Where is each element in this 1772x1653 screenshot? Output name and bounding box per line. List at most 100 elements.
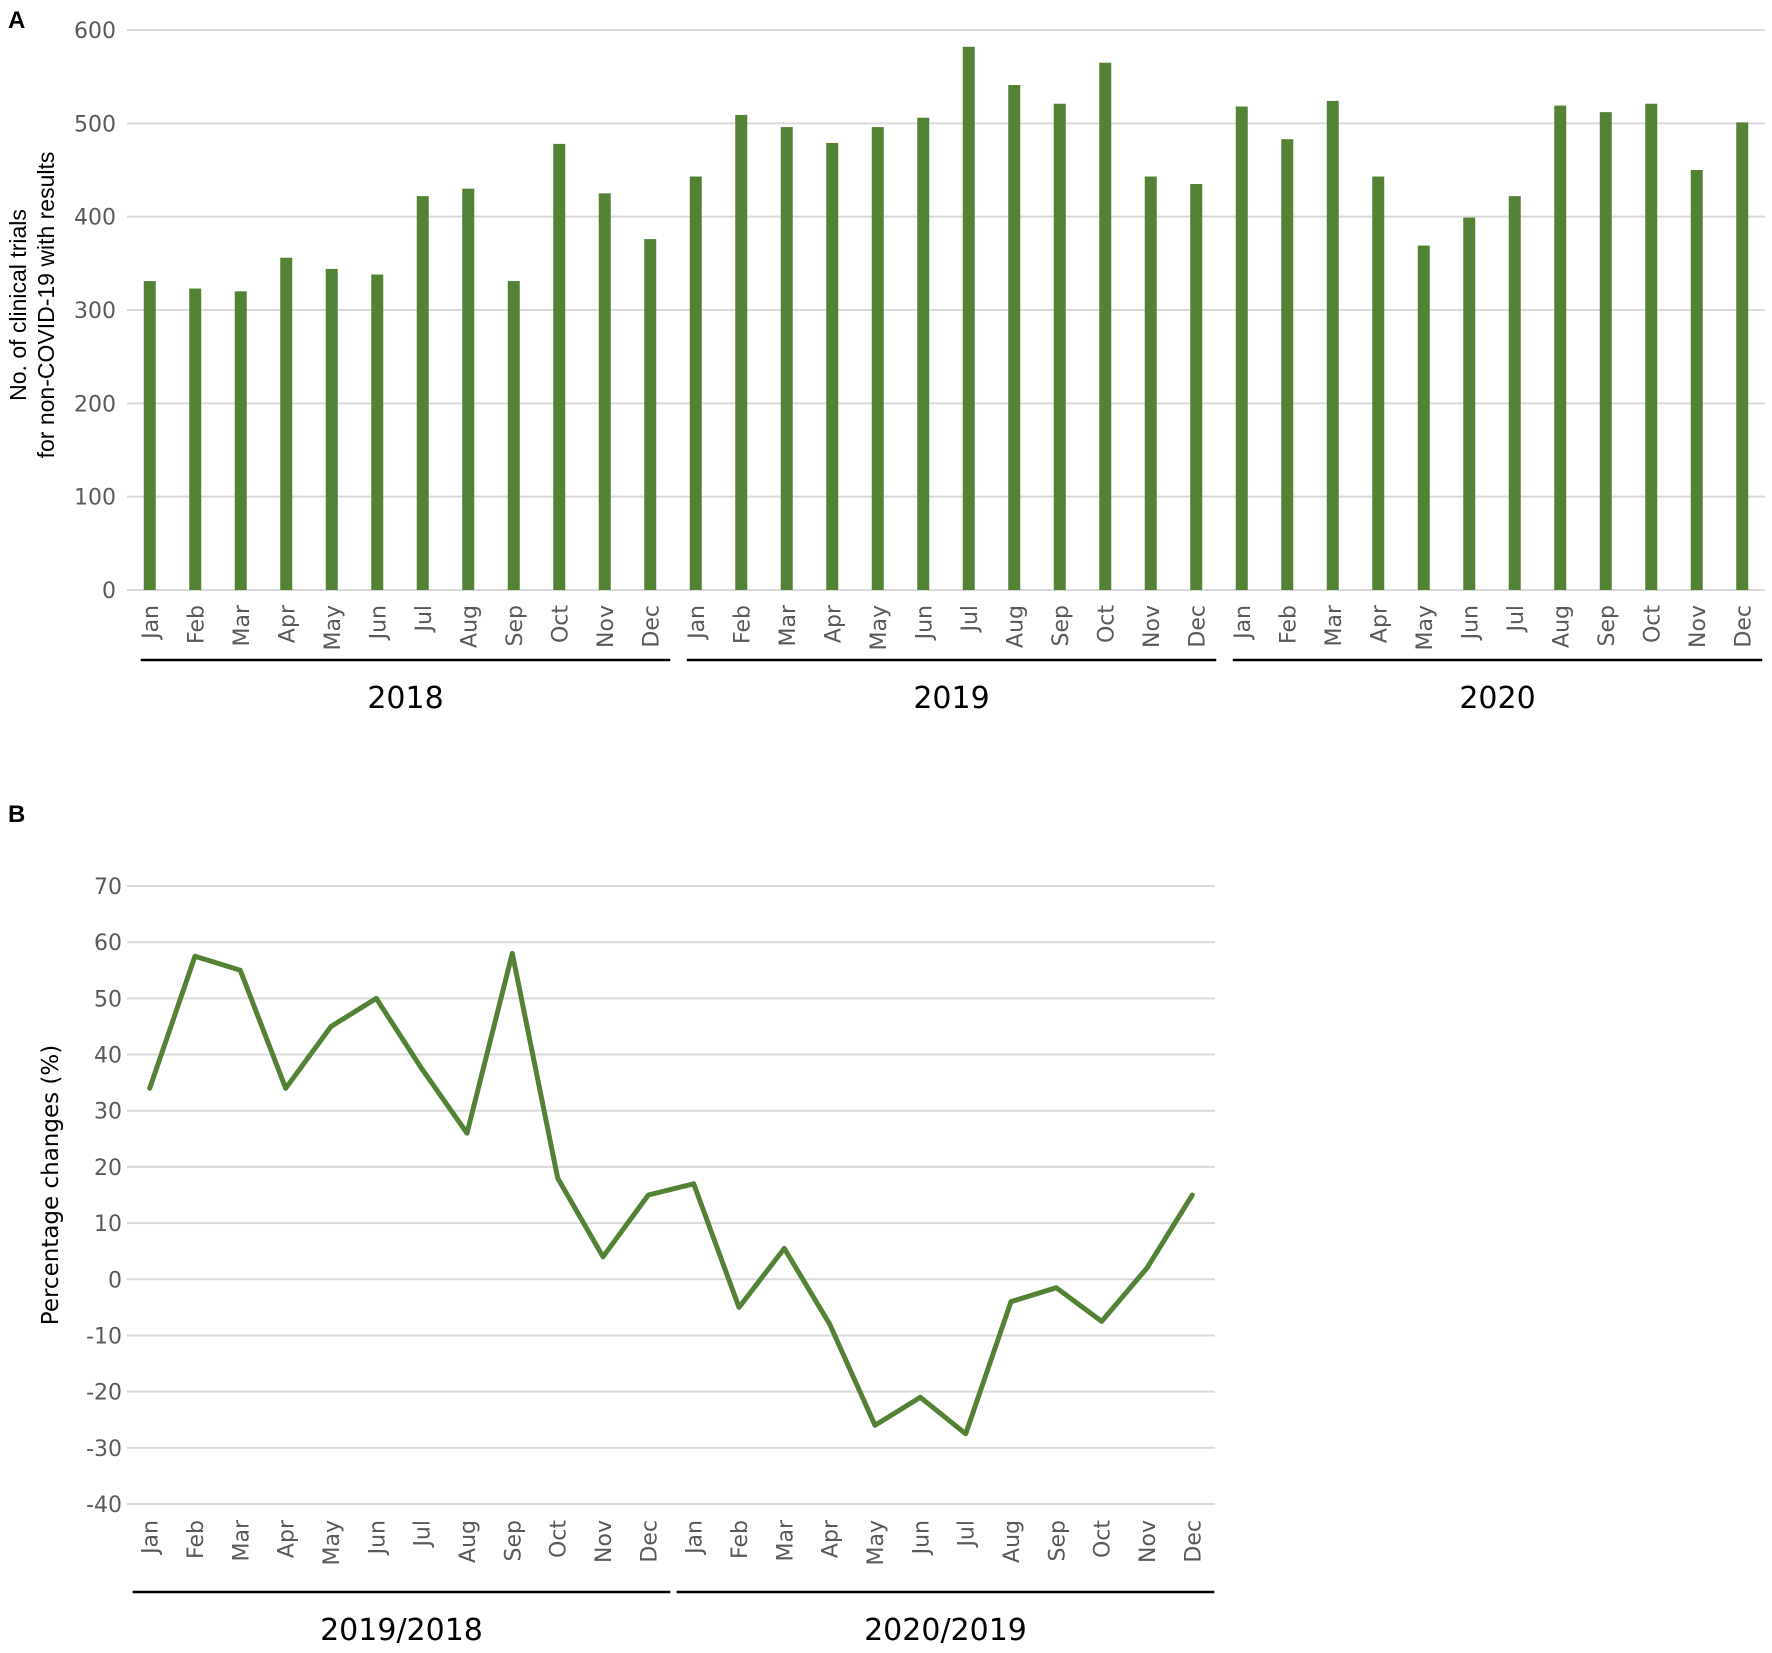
panel-a-x-tick-label: Dec (639, 605, 664, 648)
panel-a-group-label: 2019 (913, 681, 989, 716)
panel-a-bar (462, 188, 475, 590)
panel-a-bar (1190, 184, 1203, 590)
panel-a-bar (598, 193, 611, 591)
panel-b-x-tick-label: Jan (139, 1520, 164, 1556)
panel-a-bar (1645, 103, 1658, 590)
panel-b-y-tick-label: 70 (94, 875, 122, 900)
panel-a-x-tick-label: Dec (1185, 605, 1210, 648)
panel-a-bar (1099, 62, 1112, 590)
panel-b-x-tick-label: Apr (275, 1519, 300, 1558)
panel-b-x-tick-label: Sep (501, 1520, 526, 1561)
panel-a-y-tick-label: 400 (74, 206, 116, 231)
panel-a-x-tick-label: May (1413, 605, 1438, 650)
panel-a-bar (1463, 217, 1476, 590)
panel-a-y-tick-label: 600 (74, 19, 116, 44)
panel-b-period-groups: 2019/2018 2020/2019 (132, 1590, 1215, 1648)
panel-b-y-tick-label: 50 (94, 987, 122, 1012)
panel-a-bar (871, 127, 884, 591)
panel-a-x-tick-label: Oct (1094, 605, 1119, 643)
panel-a-x-tick-label: Jan (139, 605, 164, 641)
panel-b-x-tick-label: Nov (592, 1520, 617, 1563)
panel-a-x-tick-label: Jun (1458, 605, 1483, 641)
panel-a-bar (1690, 170, 1703, 590)
panel-a-x-tick-label: Jul (1504, 605, 1529, 634)
panel-a-x-tick-label: Jun (912, 605, 937, 641)
panel-b-y-tick-label: -20 (86, 1381, 122, 1406)
panel-a-x-tick-label: Sep (503, 605, 528, 646)
panel-a-x-tick-label: Feb (184, 605, 209, 644)
panel-b-x-tick-label: Mar (229, 1519, 254, 1561)
panel-a-x-tick-label: Nov (1686, 605, 1711, 648)
panel-b-y-tick-label: -10 (86, 1324, 122, 1349)
panel-a-bar (1372, 176, 1385, 591)
panel-a-bar (1053, 103, 1066, 590)
panel-b-x-tick-label: Dec (637, 1520, 662, 1563)
panel-b-x-tick-label: Jun (909, 1520, 934, 1556)
panel-a-x-tick-label: Jul (958, 605, 983, 634)
panel-b-x-tick-label: Mar (773, 1519, 798, 1561)
panel-b-y-axis-label: Percentage changes (%) (38, 1045, 64, 1325)
panel-a-bar (826, 142, 839, 590)
panel-a-bar (553, 143, 566, 590)
panel-a-x-tick-label: Aug (1549, 605, 1574, 648)
panel-a-bar (735, 114, 748, 590)
panel-b-x-tick-label: Jul (955, 1520, 980, 1549)
panel-b-x-ticks: Jan Feb Mar Apr May Jun Jul Aug Sep Oct Nov Dec Jan F… (139, 1519, 1207, 1565)
panel-a-bar (1508, 196, 1521, 590)
panel-a-y-tick-label: 100 (74, 486, 116, 511)
panel-a-y-tick-label: 200 (74, 392, 116, 417)
panel-b-group-label: 2019/2018 (320, 1613, 483, 1648)
panel-b-x-tick-label: Jan (683, 1520, 708, 1556)
panel-b-series-line (147, 950, 1195, 1437)
panel-b-y-ticks: 70 60 50 40 30 20 10 0 -10 -20 -30 -40 (86, 875, 122, 1518)
panel-a-y-tick-label: 500 (74, 112, 116, 137)
panel-a-x-tick-label: Sep (1595, 605, 1620, 646)
panel-a-x-tick-label: Aug (1003, 605, 1028, 648)
panel-b-line-chart: B 70 60 50 40 30 20 10 0 -10 -20 -30 -40 Jan Feb Mar A… (8, 801, 1215, 1648)
panel-b-y-tick-label: -30 (86, 1437, 122, 1462)
panel-a-x-tick-label: Sep (1049, 605, 1074, 646)
panel-b-x-tick-label: May (320, 1520, 345, 1565)
panel-a-x-tick-label: Nov (594, 605, 619, 648)
panel-a-x-tick-label: Apr (275, 604, 300, 643)
panel-a-x-tick-label: Jul (412, 605, 437, 634)
panel-a-x-tick-label: Feb (730, 605, 755, 644)
panel-a-x-tick-label: Feb (1276, 605, 1301, 644)
panel-a-bar (1008, 85, 1021, 591)
panel-a-bar (689, 176, 702, 591)
panel-b-x-tick-label: Aug (456, 1520, 481, 1563)
panel-a-bar (371, 274, 384, 590)
panel-letter-a: A (8, 7, 25, 34)
panel-b-x-tick-label: Jun (365, 1520, 390, 1556)
panel-a-bar (1554, 105, 1567, 590)
panel-b-x-tick-label: Sep (1045, 1520, 1070, 1561)
panel-a-x-tick-label: Jan (685, 605, 710, 641)
panel-a-year-groups: 2018 2019 2020 (140, 658, 1763, 716)
panel-b-gridlines (127, 885, 1215, 1505)
panel-a-x-tick-label: Oct (1640, 605, 1665, 643)
panel-b-x-tick-label: Jul (411, 1520, 436, 1549)
panel-a-x-tick-label: Aug (457, 605, 482, 648)
panel-a-bar (1144, 176, 1157, 591)
panel-a-x-tick-label: Jan (1231, 605, 1256, 641)
panel-a-group-label: 2020 (1459, 681, 1535, 716)
panel-a-bars (143, 46, 1749, 591)
panel-b-y-tick-label: 20 (94, 1156, 122, 1181)
panel-b-x-tick-label: Oct (1091, 1520, 1116, 1558)
panel-b-x-tick-label: Apr (819, 1519, 844, 1558)
panel-b-x-tick-label: Aug (1000, 1520, 1025, 1563)
panel-b-x-tick-label: Feb (184, 1520, 209, 1559)
panel-a-group-label: 2018 (367, 681, 443, 716)
panel-b-y-tick-label: 30 (94, 1100, 122, 1125)
panel-a-bar (143, 281, 156, 590)
panel-a-x-tick-label: May (867, 605, 892, 650)
panel-a-bar (1326, 100, 1339, 590)
panel-a-bar (780, 127, 793, 591)
panel-a-gridlines (127, 29, 1765, 591)
panel-a-y-tick-label: 0 (102, 579, 116, 604)
panel-a-y-ticks: 0 100 200 300 400 500 600 (74, 19, 116, 604)
panel-a-bar (962, 46, 975, 591)
panel-b-x-tick-label: May (864, 1520, 889, 1565)
panel-b-x-tick-label: Oct (547, 1520, 572, 1558)
panel-a-x-ticks: Jan Feb Mar Apr May Jun Jul Aug Sep Oct Nov Dec Jan F… (139, 604, 1757, 650)
